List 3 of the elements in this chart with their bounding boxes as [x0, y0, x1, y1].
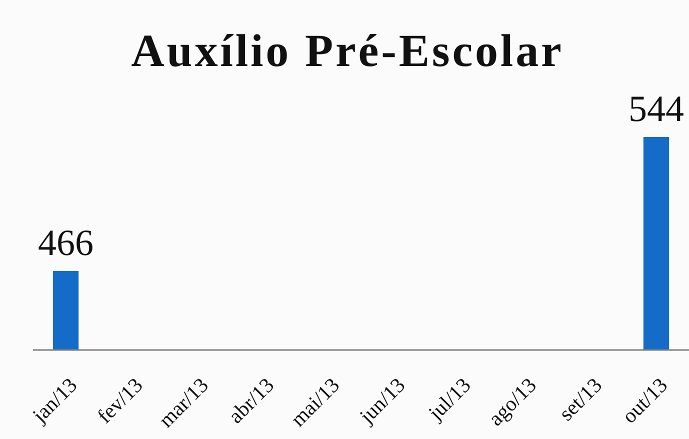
data-label: 466	[38, 222, 94, 264]
data-label: 544	[628, 89, 684, 130]
chart-title: Auxílio Pré-Escolar	[131, 25, 564, 76]
